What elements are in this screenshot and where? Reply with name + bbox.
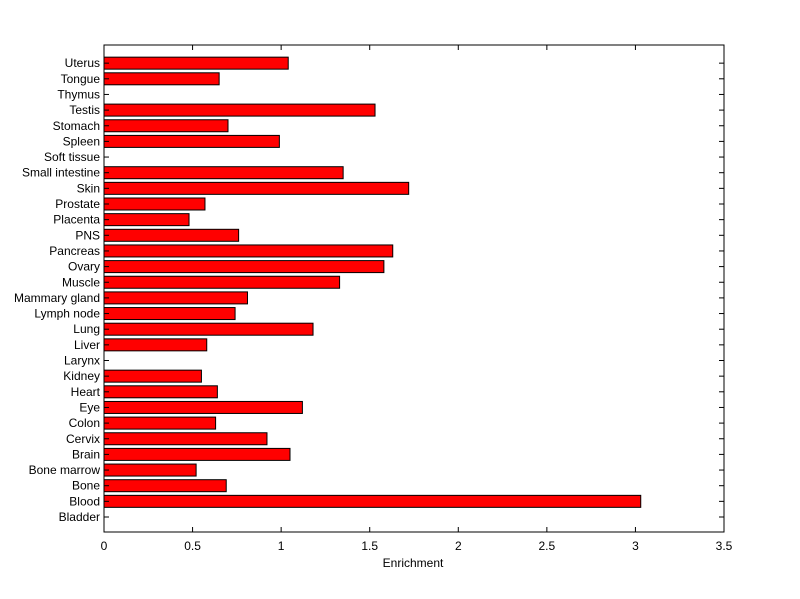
x-tick-label: 3 [632,539,639,553]
y-tick-label-pns: PNS [75,228,100,242]
y-tick-label-muscle: Muscle [62,275,100,289]
bar-bone [103,479,227,493]
bar-stomach [103,119,229,133]
bar-kidney [103,369,202,383]
bar-small-intestine [103,166,344,180]
y-tick-label-bladder: Bladder [59,510,100,524]
bar-colon [103,416,217,430]
bar-testis [103,103,376,117]
y-tick-label-kidney: Kidney [63,369,100,383]
bar-pns [103,228,240,242]
bar-cervix [103,432,268,446]
y-tick-label-thymus: Thymus [57,87,100,101]
x-tick-label: 2 [455,539,462,553]
y-tick-label-prostate: Prostate [55,197,100,211]
y-tick-label-soft-tissue: Soft tissue [44,150,100,164]
y-tick-label-heart: Heart [71,385,101,399]
x-tick-label: 2.5 [539,539,556,553]
bar-muscle [103,275,341,289]
y-tick-label-placenta: Placenta [53,213,100,227]
x-tick-label: 0 [101,539,108,553]
y-tick-label-skin: Skin [77,181,100,195]
x-axis-title: Enrichment [383,556,444,570]
bar-skin [103,181,410,195]
bar-mammary-gland [103,291,248,305]
x-tick-label: 1.5 [361,539,378,553]
bar-lymph-node [103,307,236,321]
bar-eye [103,400,303,414]
ticks-layer [103,45,725,532]
y-tick-label-cervix: Cervix [66,432,100,446]
y-tick-label-lymph-node: Lymph node [34,307,100,321]
y-tick-label-mammary-gland: Mammary gland [14,291,100,305]
y-tick-label-blood: Blood [69,494,100,508]
y-tick-label-ovary: Ovary [68,260,100,274]
y-tick-label-stomach: Stomach [53,119,100,133]
bar-placenta [103,213,190,227]
bar-lung [103,322,314,336]
x-tick-labels: 0 0.5 1 1.5 2 2.5 3 3.5 [101,539,733,553]
y-tick-label-brain: Brain [72,447,100,461]
bar-prostate [103,197,206,211]
y-tick-label-bone: Bone [72,479,100,493]
y-tick-label-tongue: Tongue [61,72,101,86]
x-tick-label: 1 [278,539,285,553]
y-tick-label-lung: Lung [73,322,100,336]
y-tick-label-larynx: Larynx [64,354,100,368]
y-tick-label-uterus: Uterus [65,56,100,70]
y-tick-label-liver: Liver [74,338,100,352]
bar-heart [103,385,218,399]
bar-pancreas [103,244,394,258]
bar-bone-marrow [103,463,197,477]
x-tick-label: 0.5 [184,539,201,553]
y-tick-label-spleen: Spleen [63,134,100,148]
y-tick-label-small-intestine: Small intestine [22,166,100,180]
y-tick-label-eye: Eye [79,400,100,414]
y-tick-label-bone-marrow: Bone marrow [29,463,101,477]
bar-brain [103,447,291,461]
bar-tongue [103,72,220,86]
bar-liver [103,338,208,352]
y-tick-label-pancreas: Pancreas [49,244,100,258]
bar-spleen [103,134,280,148]
y-tick-label-colon: Colon [69,416,100,430]
x-tick-label: 3.5 [716,539,733,553]
axes-frame [103,44,725,533]
bar-blood [103,494,642,508]
y-tick-label-testis: Testis [69,103,100,117]
bar-ovary [103,260,385,274]
bar-uterus [103,56,289,70]
